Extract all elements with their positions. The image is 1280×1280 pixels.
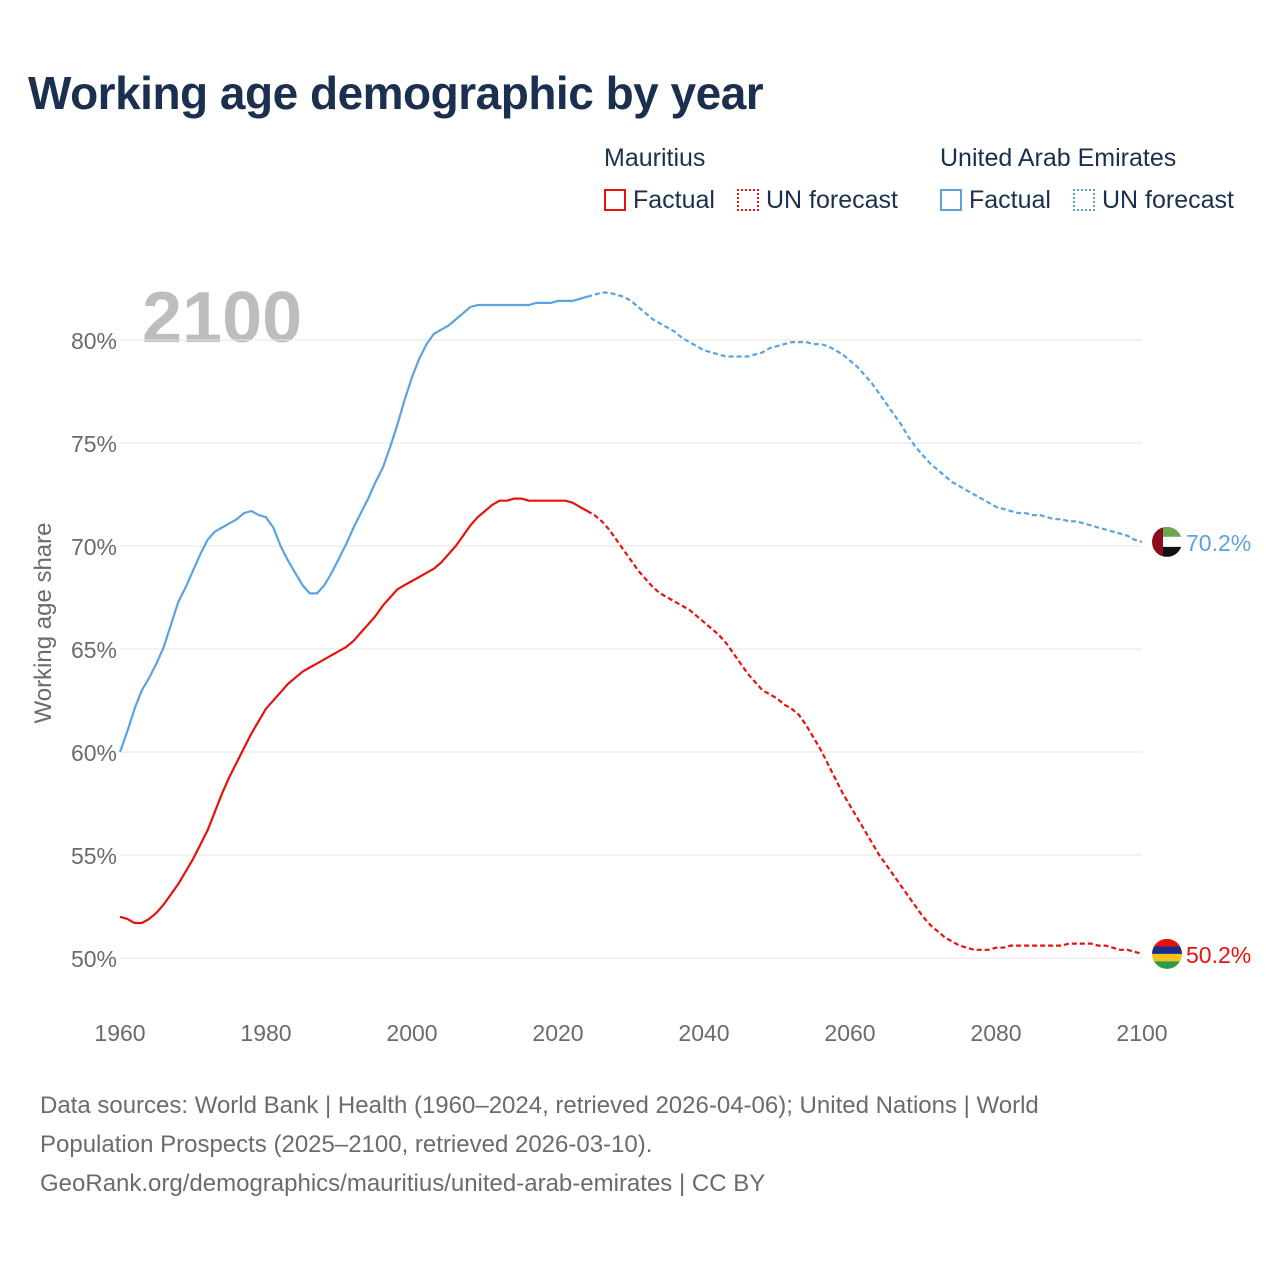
legend-swatch-solid	[940, 189, 962, 211]
legend-swatch-dotted	[737, 189, 759, 211]
x-tick-label: 2060	[824, 1020, 875, 1046]
y-tick-label: 55%	[71, 843, 117, 869]
series-line-forecast	[586, 291, 1143, 543]
legend-swatch-solid	[604, 189, 626, 211]
legend-label: Factual	[633, 185, 715, 214]
legend-label: Factual	[969, 185, 1051, 214]
x-axis-ticks: 1960 1980 2000 2020 2040 2060 2080 2100	[94, 1020, 1167, 1046]
series-line-forecast	[586, 510, 1143, 955]
y-tick-label: 60%	[71, 740, 117, 766]
legend-label: UN forecast	[1102, 185, 1234, 214]
x-tick-label: 1960	[94, 1020, 145, 1046]
legend-label: UN forecast	[766, 185, 898, 214]
series-lines	[118, 291, 1143, 955]
legend-item-uae-forecast[interactable]: UN forecast	[1073, 186, 1234, 214]
line-chart: 2100 50% 55% 60% 65% 70% 75% 80% 1960 1980 2000 2…	[30, 278, 1251, 1046]
y-tick-label: 65%	[71, 637, 117, 663]
y-axis-label: Working age share	[30, 523, 57, 724]
sources-line: Population Prospects (2025–2100, retriev…	[40, 1131, 653, 1158]
sources-line: Data sources: World Bank | Health (1960–…	[40, 1092, 1039, 1119]
sources-line[interactable]: GeoRank.org/demographics/mauritius/unite…	[40, 1170, 766, 1197]
end-value-label: 70.2%	[1186, 530, 1251, 556]
x-tick-label: 2100	[1116, 1020, 1167, 1046]
x-tick-label: 2020	[532, 1020, 583, 1046]
x-tick-label: 2040	[678, 1020, 729, 1046]
y-tick-label: 50%	[71, 946, 117, 972]
data-sources: Data sources: World Bank | Health (1960–…	[40, 1086, 1220, 1203]
uae-flag-icon	[1152, 526, 1182, 557]
y-tick-label: 70%	[71, 534, 117, 560]
x-tick-label: 2000	[386, 1020, 437, 1046]
end-value-label: 50.2%	[1186, 942, 1251, 968]
gridlines	[120, 339, 1142, 959]
year-watermark: 2100	[142, 278, 302, 358]
legend-group-uae: United Arab Emirates	[940, 144, 1177, 172]
y-tick-label: 75%	[71, 431, 117, 457]
legend-item-uae-factual[interactable]: Factual	[940, 186, 1051, 214]
mauritius-flag-icon	[1152, 938, 1182, 969]
legend-item-mauritius-factual[interactable]: Factual	[604, 186, 715, 214]
legend-group-mauritius: Mauritius	[604, 144, 706, 172]
x-tick-label: 1980	[240, 1020, 291, 1046]
legend-item-mauritius-forecast[interactable]: UN forecast	[737, 186, 898, 214]
y-axis-ticks: 50% 55% 60% 65% 70% 75% 80%	[71, 328, 117, 972]
legend-swatch-dotted	[1073, 189, 1095, 211]
x-tick-label: 2080	[970, 1020, 1021, 1046]
chart-title: Working age demographic by year	[28, 67, 764, 119]
series-line-factual	[119, 497, 588, 925]
series-line-factual	[118, 295, 588, 753]
y-tick-label: 80%	[71, 328, 117, 354]
end-markers: 50.2% 70.2%	[1152, 526, 1251, 969]
